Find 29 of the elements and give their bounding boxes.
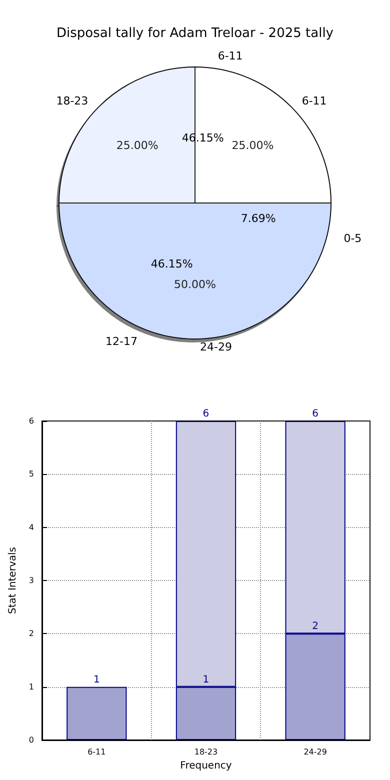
y-tick-label: 6 — [28, 416, 34, 426]
y-axis-title: Stat Intervals — [8, 546, 18, 614]
data-label: 1 — [202, 674, 210, 686]
x-tick-label: 6-11 — [88, 748, 106, 756]
y-tick-label: 4 — [28, 522, 34, 532]
slice-label: 6-11 — [218, 50, 243, 63]
y-tick-label: 1 — [28, 682, 34, 692]
data-label: 7.69% — [240, 212, 276, 226]
total-label: 6 — [312, 408, 319, 420]
data-label: 50.00% — [174, 278, 216, 292]
data-label: 1 — [93, 674, 100, 686]
data-label: 46.15% — [150, 258, 193, 271]
slice-label: 24-29 — [200, 340, 232, 354]
x-tick-label: 18-23 — [194, 748, 218, 756]
x-axis-title: Frequency — [180, 760, 232, 772]
data-label: 2 — [312, 621, 319, 632]
slice-label: 12-17 — [106, 334, 138, 348]
slice-label: 0-5 — [344, 232, 362, 245]
x-tick-label: 24-29 — [304, 748, 327, 756]
data-label: 25.00% — [116, 138, 158, 152]
total-label: 6 — [202, 408, 210, 420]
y-tick-label: 5 — [28, 470, 34, 479]
y-tick-label: 2 — [28, 629, 34, 638]
slice-label: 18-23 — [56, 94, 88, 108]
chart-title: Disposal tally for Adam Treloar - 2025 tally — [56, 26, 334, 41]
slice-label: 6-11 — [302, 94, 327, 108]
y-tick-label: 3 — [28, 576, 34, 585]
data-label: 25.00% — [232, 138, 274, 152]
y-tick-label: 0 — [28, 736, 34, 744]
